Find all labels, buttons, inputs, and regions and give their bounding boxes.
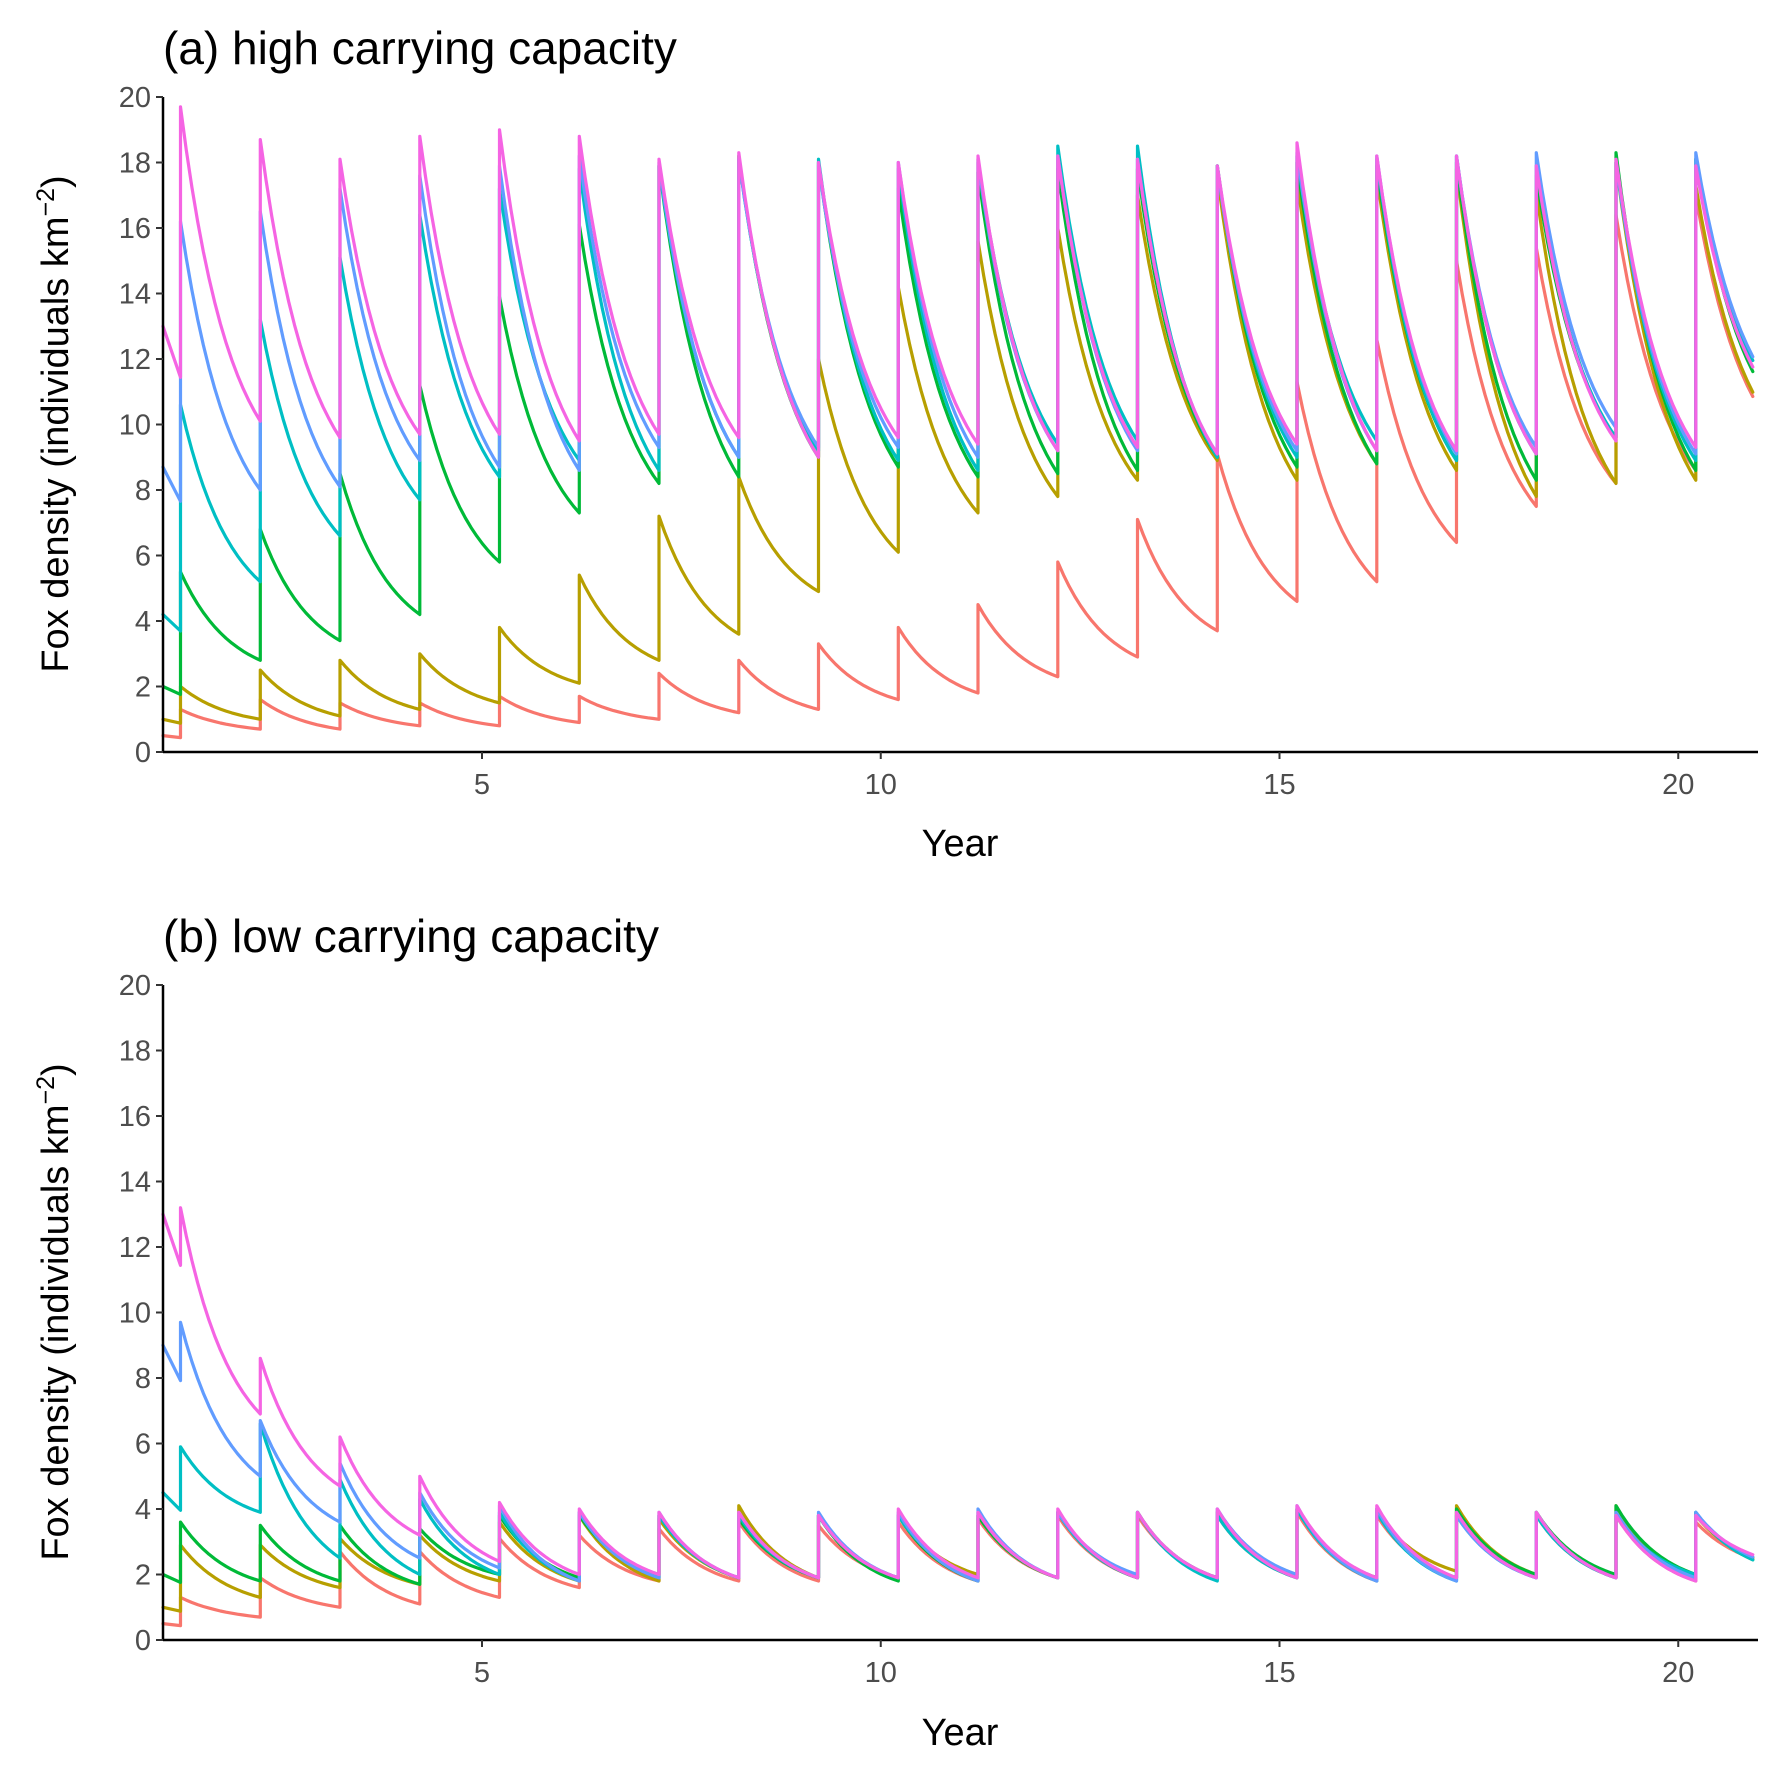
panel-b-series-line-2 — [161, 1504, 1755, 1613]
panel-b-x-tick-label: 15 — [1263, 1657, 1295, 1689]
panel-a-y-tick-label: 16 — [119, 213, 151, 245]
panel-a-x-tick-label: 20 — [1662, 769, 1694, 801]
panel-b-y-tick-label: 8 — [135, 1363, 151, 1395]
panel-b-x-axis-label: Year — [922, 1712, 999, 1754]
panel-b-series-line-6 — [161, 1206, 1755, 1583]
panel-a-y-tick-label: 18 — [119, 148, 151, 180]
panel-a-x-tick-label: 10 — [865, 769, 897, 801]
panel-b-y-tick-label: 2 — [135, 1560, 151, 1592]
panel-b-y-tick-label: 14 — [119, 1167, 151, 1199]
panel-b-x-tick-label: 10 — [865, 1657, 897, 1689]
panel-b-y-ticks: 0 2 4 6 8 10 12 14 16 18 20 — [119, 970, 163, 1657]
panel-a-y-tick-label: 6 — [135, 541, 151, 573]
panel-a-series-line-6 — [161, 105, 1755, 459]
panel-a-chart: (a) high carrying capacity 0 2 4 6 8 10 12 14 16… — [32, 22, 1758, 865]
panel-a-y-tick-label: 0 — [135, 737, 151, 769]
panel-b-y-axis-label: Fox density (individuals km−2) — [32, 1063, 77, 1560]
panel-a-plot-area — [161, 105, 1755, 740]
panel-b-chart: (b) low carrying capacity 0 2 4 6 8 10 12 14 16 1… — [32, 910, 1758, 1754]
panel-a-y-tick-label: 12 — [119, 344, 151, 376]
panel-a-series-line-2 — [161, 160, 1755, 725]
panel-a-y-tick-label: 20 — [119, 82, 151, 114]
panel-a-y-tick-label: 2 — [135, 672, 151, 704]
panel-b-series-line-4 — [161, 1422, 1755, 1583]
panel-a-y-tick-label: 14 — [119, 279, 151, 311]
panel-b-y-tick-label: 4 — [135, 1494, 151, 1526]
panel-b-y-tick-label: 0 — [135, 1625, 151, 1657]
panel-a-y-tick-label: 8 — [135, 475, 151, 507]
panel-b-series-line-5 — [161, 1320, 1755, 1583]
panel-a-y-axis-label: Fox density (individuals km−2) — [32, 175, 77, 672]
panel-a-x-ticks: 5 10 15 20 — [474, 752, 1694, 801]
panel-a-x-tick-label: 15 — [1263, 769, 1295, 801]
panel-b-y-tick-label: 16 — [119, 1101, 151, 1133]
panel-a-x-tick-label: 5 — [474, 769, 490, 801]
panel-b-y-tick-label: 6 — [135, 1429, 151, 1461]
panel-b-x-tick-label: 5 — [474, 1657, 490, 1689]
panel-b-x-ticks: 5 10 15 20 — [474, 1640, 1694, 1689]
panel-a-x-axis-label: Year — [922, 823, 999, 865]
panel-b-y-tick-label: 18 — [119, 1036, 151, 1068]
panel-a-series-line-4 — [161, 144, 1755, 633]
panel-b-x-tick-label: 20 — [1662, 1657, 1694, 1689]
panel-b-plot-area — [161, 1206, 1755, 1628]
panel-a-title: (a) high carrying capacity — [163, 22, 677, 74]
panel-a-y-tick-label: 4 — [135, 606, 151, 638]
panel-a-y-ticks: 0 2 4 6 8 10 12 14 16 18 20 — [119, 82, 163, 769]
panel-b-title: (b) low carrying capacity — [163, 910, 659, 962]
panel-b-y-tick-label: 12 — [119, 1232, 151, 1264]
panel-a-series-line-3 — [161, 151, 1755, 696]
panel-b-y-tick-label: 10 — [119, 1298, 151, 1330]
panel-a-series-line-1 — [161, 193, 1755, 740]
panel-a-y-tick-label: 10 — [119, 410, 151, 442]
panel-b-y-tick-label: 20 — [119, 970, 151, 1002]
